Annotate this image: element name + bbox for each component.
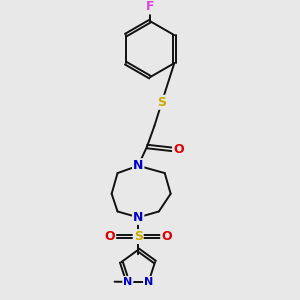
Text: S: S	[157, 96, 166, 109]
Text: N: N	[144, 277, 153, 287]
Text: O: O	[173, 143, 184, 156]
Text: N: N	[133, 159, 143, 172]
Text: S: S	[134, 230, 143, 243]
Text: N: N	[133, 211, 143, 224]
Text: F: F	[146, 0, 154, 14]
Text: N: N	[123, 277, 132, 287]
Text: O: O	[161, 230, 172, 243]
Text: O: O	[105, 230, 115, 243]
